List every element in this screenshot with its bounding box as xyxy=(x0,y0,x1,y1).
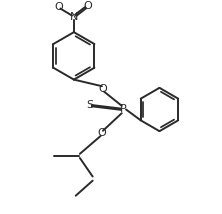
Text: S: S xyxy=(86,100,93,110)
Text: O: O xyxy=(97,128,106,138)
Text: O: O xyxy=(83,1,92,11)
Text: O: O xyxy=(98,84,107,94)
Text: P: P xyxy=(120,104,127,114)
Text: N: N xyxy=(70,12,78,22)
Text: O: O xyxy=(54,2,63,12)
